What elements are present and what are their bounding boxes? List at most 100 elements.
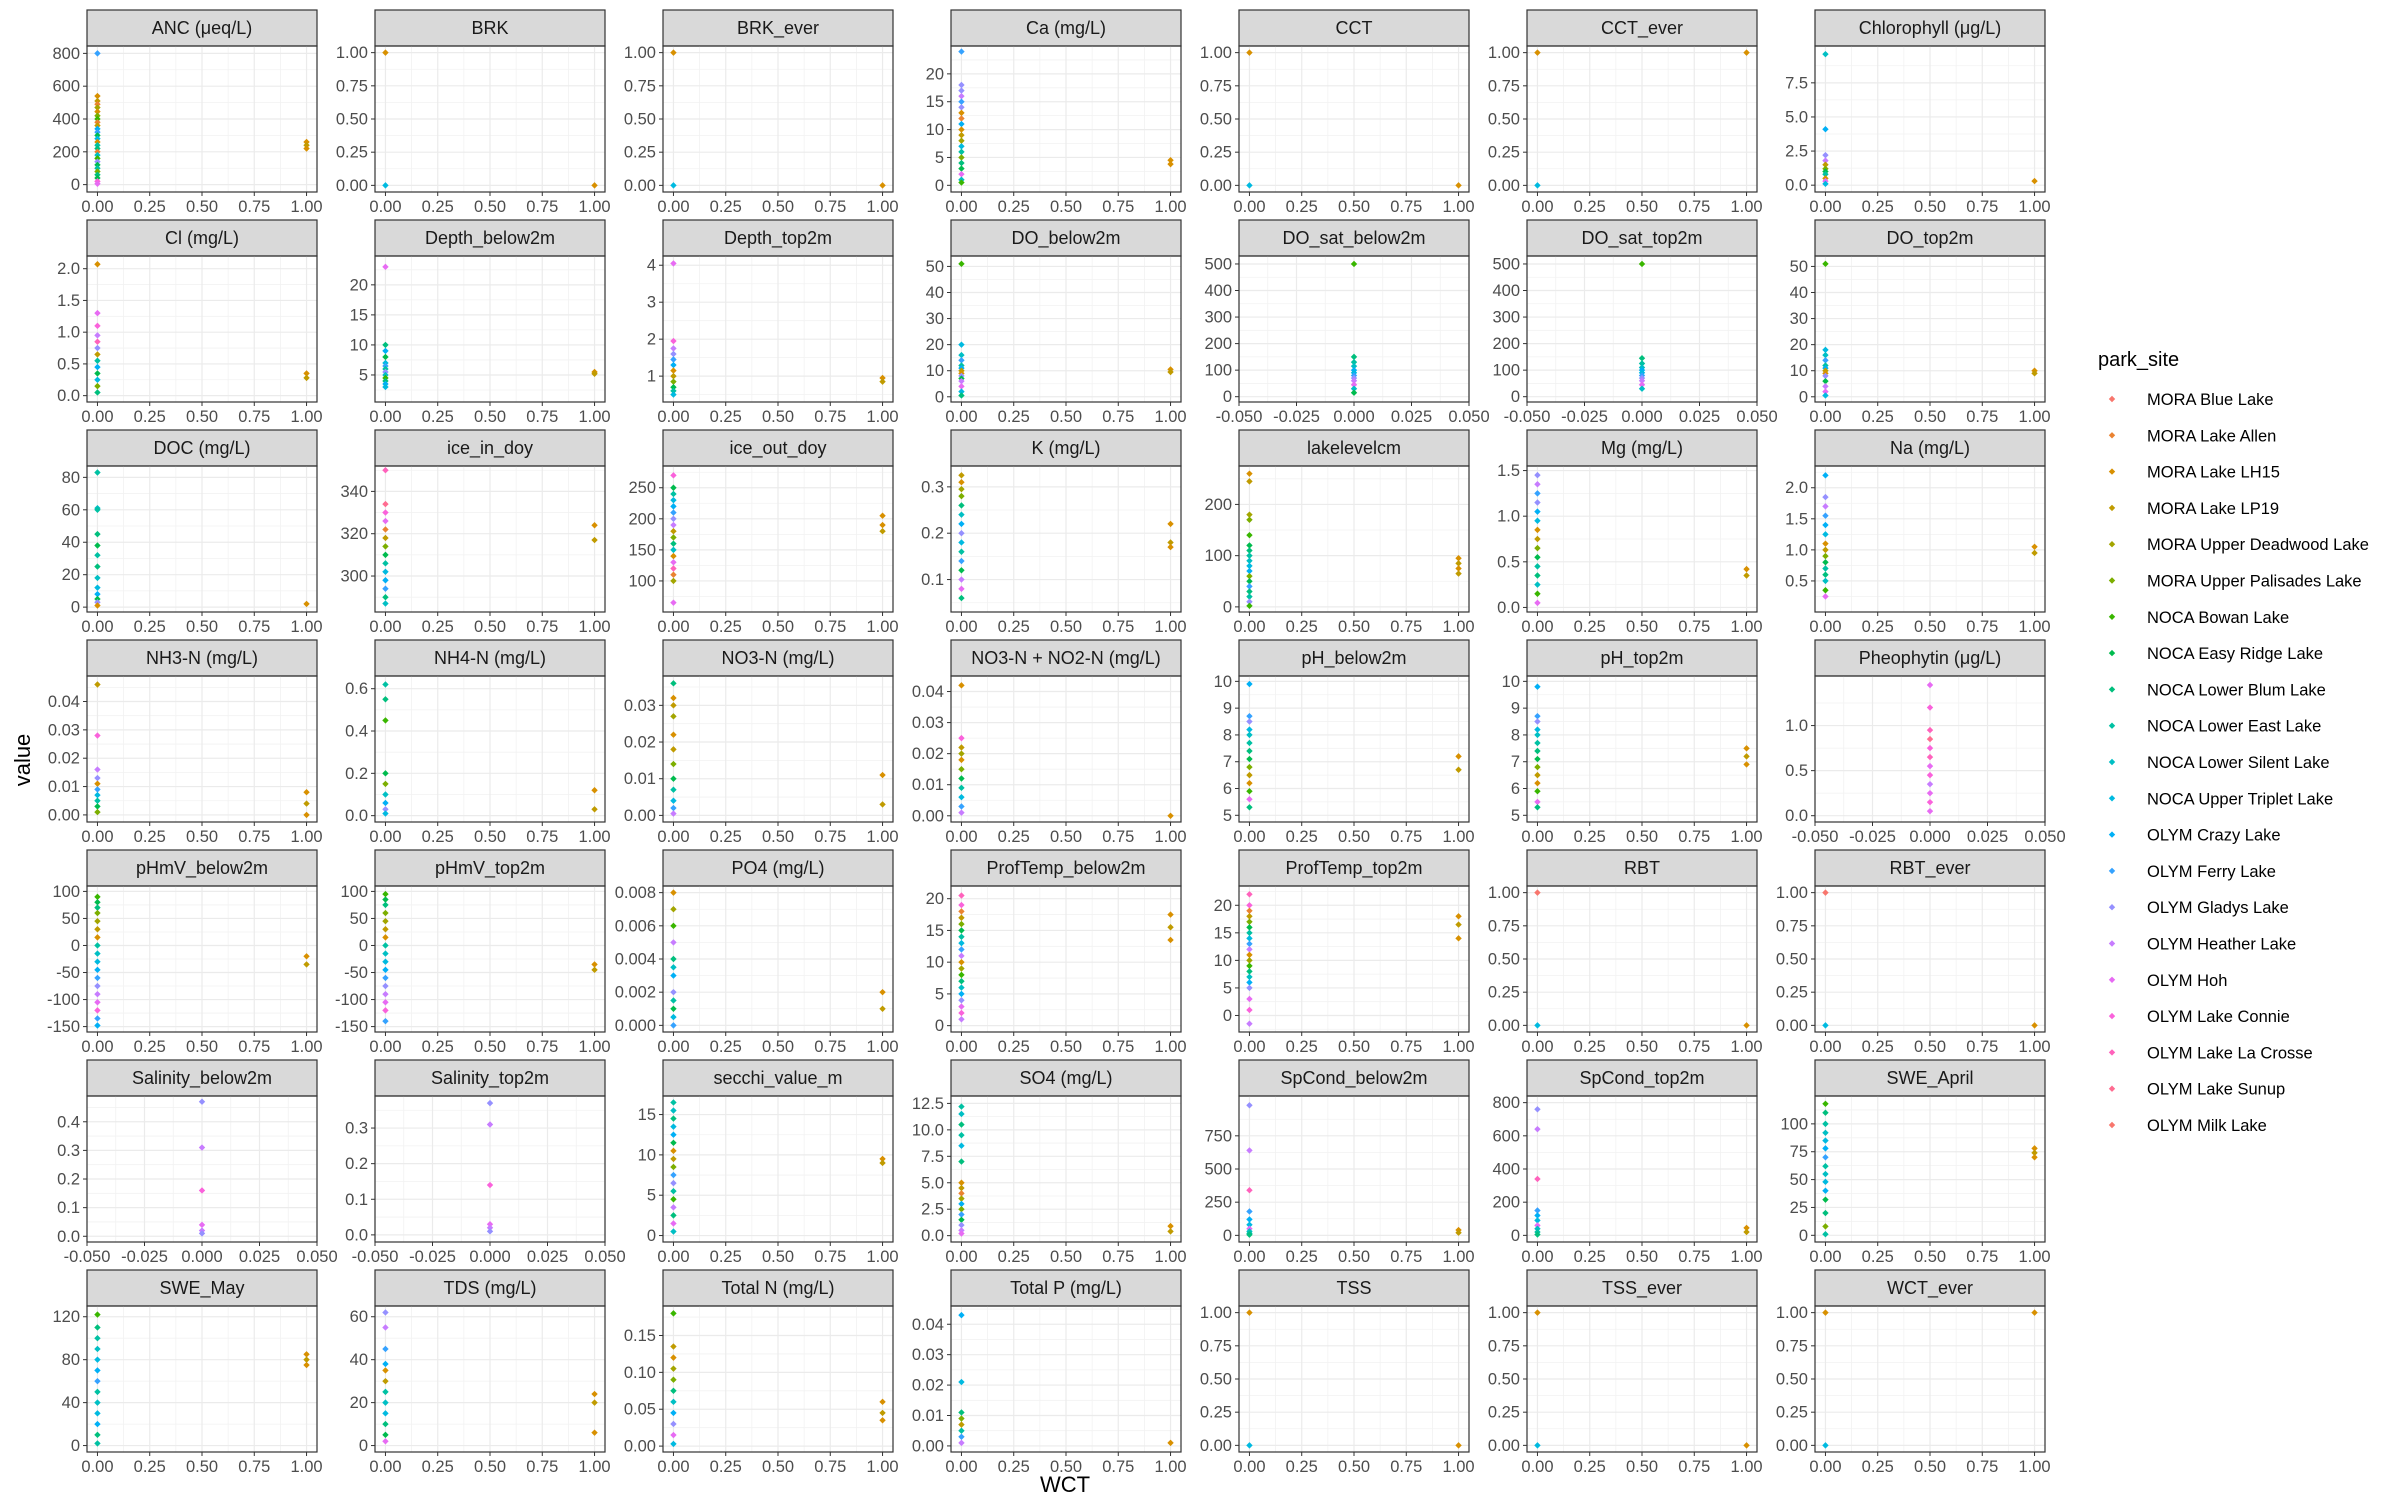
panel-border xyxy=(86,1095,318,1243)
x-tick-label: 0.75 xyxy=(1102,618,1134,636)
x-tick-label: 0.00 xyxy=(1809,1248,1841,1266)
strip-background xyxy=(86,429,318,467)
x-tick-label: 0.050 xyxy=(2024,828,2065,846)
x-tick-label: 0.00 xyxy=(1521,618,1553,636)
panel-rbt-ever: RBT_ever 0.00 0.25 0.50 0.75 1.00 0.00 0.25 0.50… xyxy=(1776,849,2051,1056)
legend-key xyxy=(2108,795,2116,802)
y-tick-label: 200 xyxy=(52,143,80,161)
data-point-mora-upper-palisades-lake xyxy=(94,909,101,917)
data-point-olym-crazy-lake xyxy=(94,363,101,371)
y-tick-label: 15 xyxy=(1214,924,1232,942)
data-point-noca-lower-silent-lake xyxy=(94,574,101,582)
data-point-noca-lower-east-lake xyxy=(1534,739,1541,747)
x-tick-label: 0.000 xyxy=(469,1248,510,1266)
data-point-mora-lake-lh15 xyxy=(670,367,677,374)
x-tick-label: 0.25 xyxy=(1286,1038,1318,1056)
data-point-mora-lake-lh15 xyxy=(94,138,101,146)
data-point-mora-lake-lp19 xyxy=(1246,913,1253,920)
data-point-olym-crazy-lake xyxy=(1246,979,1253,986)
legend-key xyxy=(2108,1012,2116,1020)
y-tick-label: 1.00 xyxy=(1488,1304,1520,1322)
y-tick-label: 0.50 xyxy=(1200,111,1232,129)
data-point-noca-bowan-lake xyxy=(1822,587,1829,594)
legend-item-olym-ferry-lake: OLYM Ferry Lake xyxy=(2108,863,2276,881)
x-tick-label: 0.75 xyxy=(1390,198,1422,216)
strip-label: Depth_top2m xyxy=(724,228,832,249)
data-point-olym-hoh xyxy=(382,263,389,271)
y-tick-label: -100 xyxy=(47,991,80,1009)
y-tick-label: 50 xyxy=(926,258,944,276)
data-point-olym-crazy-lake xyxy=(1822,1187,1829,1194)
data-point-noca-easy-ridge-lake xyxy=(94,370,101,377)
y-tick-label: 300 xyxy=(1492,309,1520,327)
data-point-noca-lower-silent-lake xyxy=(382,600,389,607)
data-point-mora-upper-deadwood-lake xyxy=(958,137,965,144)
strip-label: Salinity_top2m xyxy=(431,1068,549,1089)
data-point-noca-lower-east-lake xyxy=(94,942,101,949)
panel-brk: BRK 0.00 0.25 0.50 0.75 1.00 0.00 0.25 0.50 0.75 1… xyxy=(336,9,611,216)
data-point-mora-lake-lp19 xyxy=(591,966,598,974)
y-tick-label: 200 xyxy=(1204,335,1232,353)
y-tick-label: 0.00 xyxy=(912,1437,944,1455)
y-tick-label: 20 xyxy=(350,276,368,294)
data-point-mora-lake-lp19 xyxy=(591,806,598,813)
data-point-olym-gladys-lake xyxy=(1534,718,1541,725)
y-tick-label: 100 xyxy=(1492,362,1520,380)
data-point-olym-lake-la-crosse xyxy=(94,338,101,345)
data-point-mora-lake-lp19 xyxy=(958,1421,965,1428)
y-tick-label: 400 xyxy=(1204,282,1232,300)
strip-background xyxy=(1526,9,1758,47)
data-point-mora-upper-palisades-lake xyxy=(1246,763,1253,771)
panel-po4-mg-l: PO4 (mg/L) 0.00 0.25 0.50 0.75 1.00 0.000 0.002… xyxy=(615,849,899,1056)
strip-label: NH3-N (mg/L) xyxy=(146,648,258,668)
data-point-olym-ferry-lake xyxy=(94,786,101,793)
data-point-mora-lake-lh15 xyxy=(303,953,310,960)
strip-background xyxy=(662,429,894,467)
x-tick-label: 0.25 xyxy=(998,408,1030,426)
data-point-olym-ferry-lake xyxy=(958,1433,965,1440)
y-tick-label: 20 xyxy=(350,1394,368,1412)
y-tick-label: 20 xyxy=(1214,897,1232,915)
y-tick-label: 1.0 xyxy=(1785,717,1808,735)
legend-title: park_site xyxy=(2098,349,2179,371)
y-tick-label: 8 xyxy=(1223,726,1232,744)
y-tick-label: 0.2 xyxy=(345,1155,368,1173)
data-point-olym-hoh xyxy=(1246,796,1253,803)
data-point-olym-gladys-lake xyxy=(670,1420,677,1428)
data-point-noca-lower-silent-lake xyxy=(1822,577,1829,585)
data-point-olym-ferry-lake xyxy=(958,946,965,953)
y-tick-label: 0.5 xyxy=(1497,553,1520,571)
data-point-olym-gladys-lake xyxy=(958,1221,965,1229)
data-point-noca-lower-blum-lake xyxy=(1534,747,1541,755)
x-tick-label: 0.00 xyxy=(369,198,401,216)
y-tick-label: 600 xyxy=(52,78,80,96)
y-tick-label: 0.00 xyxy=(624,1438,656,1456)
legend-item-mora-lake-lp19: MORA Lake LP19 xyxy=(2108,500,2279,518)
x-tick-label: 0.25 xyxy=(998,1038,1030,1056)
data-point-noca-bowan-lake xyxy=(1246,602,1253,610)
data-point-olym-heather-lake xyxy=(958,952,965,960)
data-point-noca-easy-ridge-lake xyxy=(1822,1196,1829,1203)
panel-border xyxy=(662,885,894,1033)
y-tick-label: 0.0 xyxy=(1497,599,1520,617)
data-point-olym-lake-la-crosse xyxy=(1246,891,1253,898)
data-point-noca-lower-blum-lake xyxy=(670,680,677,687)
y-tick-label: 0.03 xyxy=(912,1346,944,1364)
y-tick-label: 0.0 xyxy=(1785,177,1808,195)
y-tick-label: 0.50 xyxy=(1776,951,1808,969)
panel-total-p-mg-l: Total P (mg/L) 0.00 0.25 0.50 0.75 1.00 0.00 0.… xyxy=(912,1269,1187,1476)
y-tick-label: 0 xyxy=(1799,388,1808,406)
data-point-mora-lake-lh15 xyxy=(2031,1309,2038,1316)
strip-background xyxy=(950,639,1182,677)
y-tick-label: 9 xyxy=(1511,700,1520,718)
strip-label: lakelevelcm xyxy=(1307,438,1401,458)
data-point-olym-crazy-lake xyxy=(958,990,965,998)
x-tick-label: 1.00 xyxy=(866,1038,898,1056)
y-tick-label: 200 xyxy=(1204,496,1232,514)
data-point-olym-lake-connie xyxy=(486,1181,494,1189)
x-tick-label: 0.00 xyxy=(657,1248,689,1266)
y-tick-label: 1.5 xyxy=(1785,510,1808,528)
strip-background xyxy=(1814,1269,2046,1307)
y-tick-label: 0.01 xyxy=(624,770,656,788)
data-point-olym-heather-lake xyxy=(1822,503,1829,510)
